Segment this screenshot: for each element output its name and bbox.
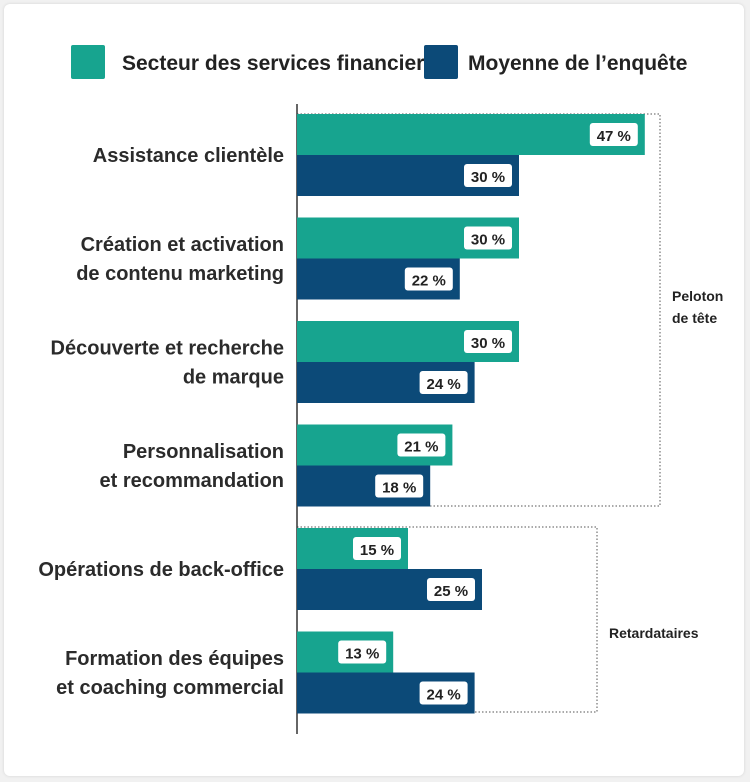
category-label: de marque [183, 367, 284, 389]
value-label: 13 % [345, 646, 379, 663]
value-label: 30 % [471, 169, 505, 186]
value-label: 15 % [360, 542, 394, 559]
legend-label-average: Moyenne de l’enquête [468, 52, 687, 75]
category-label: Création et activation [81, 234, 284, 256]
value-label-bg [353, 537, 401, 560]
value-label-bg [464, 330, 512, 353]
value-label-bg [419, 371, 468, 394]
value-label: 24 % [426, 376, 460, 393]
value-label-bg [419, 681, 468, 705]
category-label: de contenu marketing [76, 263, 284, 285]
category-label: et recommandation [100, 470, 284, 492]
category-label: Formation des équipes [65, 648, 284, 670]
value-label: 25 % [434, 583, 468, 600]
category-label: Découverte et recherche [51, 338, 284, 360]
legend-swatch-average [424, 45, 458, 79]
value-label: 30 % [471, 335, 505, 352]
value-label: 21 % [404, 439, 438, 456]
group-label: de tête [672, 310, 717, 326]
legend-label-financial: Secteur des services financiers [122, 52, 436, 75]
value-label-bg [589, 123, 638, 146]
value-label-bg [404, 267, 453, 291]
value-label-bg [338, 640, 387, 664]
value-label-bg [397, 433, 446, 457]
value-label: 30 % [471, 232, 505, 249]
value-label-bg [375, 474, 424, 498]
category-label: et coaching commercial [56, 677, 284, 699]
value-label: 24 % [426, 687, 460, 704]
category-label: Personnalisation [123, 441, 284, 463]
value-label-bg [464, 164, 512, 187]
value-label: 22 % [412, 273, 446, 290]
bar-financial-0 [297, 114, 645, 155]
value-label: 18 % [382, 480, 416, 497]
category-label: Assistance clientèle [93, 145, 284, 167]
legend-swatch-financial [71, 45, 105, 79]
category-label: Opérations de back-office [38, 559, 284, 581]
value-label: 47 % [597, 128, 631, 145]
group-label: Retardataires [609, 625, 699, 641]
value-label-bg [464, 226, 512, 250]
value-label-bg [427, 578, 475, 601]
group-label: Peloton [672, 288, 723, 304]
